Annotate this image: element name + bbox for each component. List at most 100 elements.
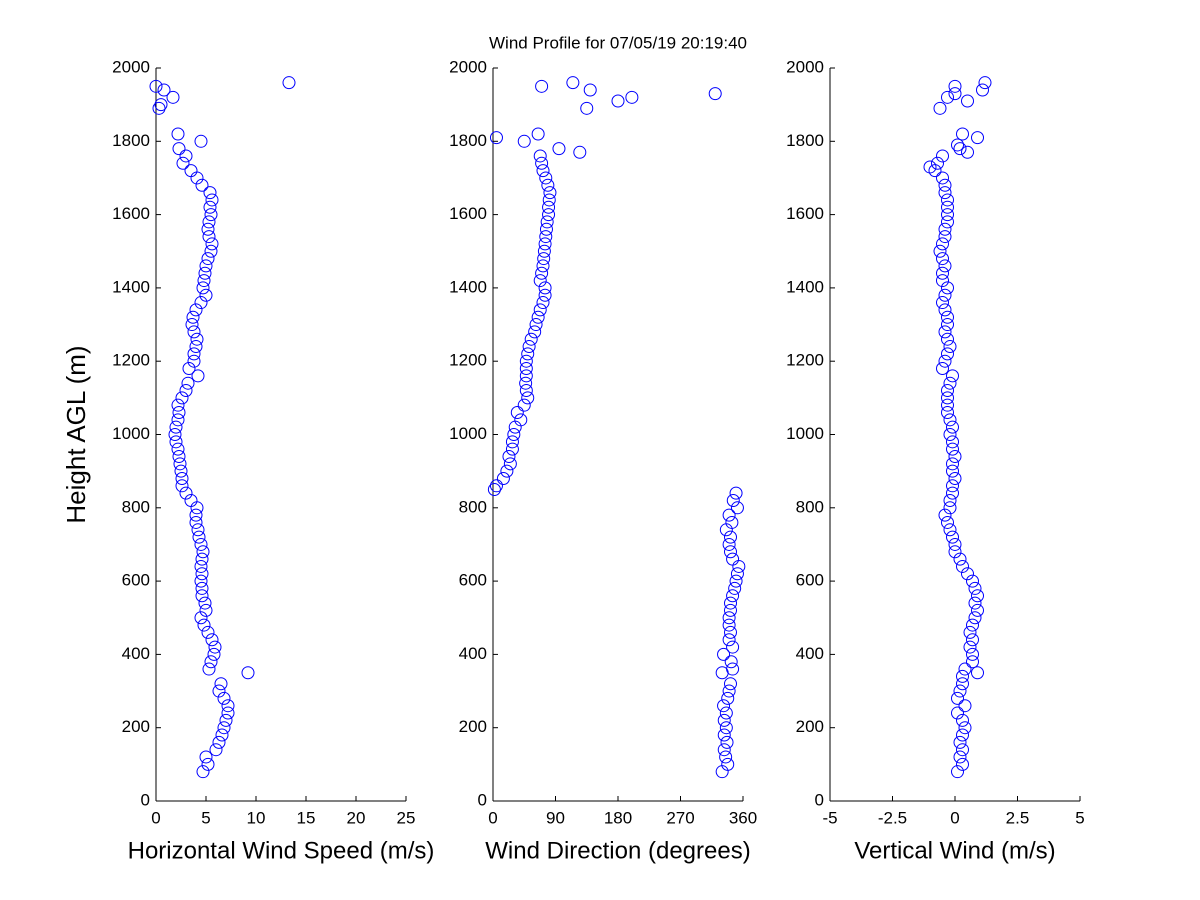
point [730,501,744,515]
point [708,87,722,101]
point [176,156,190,170]
point [538,281,552,295]
y-tick-label: 200 [459,717,487,736]
point [941,318,954,332]
y-tick-label: 1400 [449,277,487,296]
point [181,376,195,390]
point [956,728,969,742]
point [966,574,979,588]
point [956,713,969,727]
point [191,523,205,537]
point [941,332,954,346]
point [179,486,193,500]
y-tick-label: 0 [815,790,824,809]
point [566,76,580,90]
point [533,274,547,288]
point [202,662,216,676]
point [963,625,977,639]
point [529,318,543,332]
point [943,493,957,507]
y-tick-label: 1600 [786,204,824,223]
point [217,721,231,735]
point [199,259,213,273]
point [179,384,193,398]
point [517,134,531,148]
x-tick-label: 5 [201,808,210,827]
point [189,508,203,522]
point [519,376,533,390]
point [209,743,223,757]
point [721,691,735,705]
point [726,662,740,676]
point [724,655,738,669]
point [941,391,954,405]
point [936,252,949,266]
y-axis-label: Height AGL (m) [61,345,91,523]
point [540,215,554,229]
point [726,589,740,603]
point [517,398,531,412]
point [953,735,967,749]
point [966,618,979,632]
point [956,743,969,757]
point [943,376,957,390]
y-tick-label: 400 [796,644,824,663]
point [187,347,201,361]
y-tick-label: 1000 [112,424,150,443]
point [539,171,553,185]
point [217,691,231,705]
point [214,677,228,691]
point [186,310,200,324]
point [963,640,977,654]
point [976,83,989,97]
point [956,127,969,141]
point [519,369,533,383]
x-tick-label: 10 [247,808,266,827]
point [536,164,550,178]
x-tick-label: 360 [729,808,757,827]
x-tick-label: 270 [666,808,694,827]
x-tick-label: 0 [151,808,160,827]
point [946,457,959,471]
y-tick-label: 1000 [786,424,824,443]
point [208,640,222,654]
point [946,530,959,544]
point [221,706,235,720]
point [717,728,731,742]
point [611,94,625,108]
y-tick-label: 1200 [449,351,487,370]
point [726,493,740,507]
point [185,318,199,332]
point [938,354,952,368]
x-tick-label: 2.5 [1006,808,1030,827]
x-tick-label: 90 [546,808,565,827]
point [728,581,742,595]
point [941,281,954,295]
point [953,684,967,698]
point [519,354,533,368]
point [722,611,736,625]
point [968,596,982,610]
point [205,633,219,647]
point [625,90,639,104]
y-tick-label: 1800 [449,131,487,150]
point [205,237,219,251]
point [722,537,736,551]
point [169,435,183,449]
point [725,515,739,529]
point [196,765,210,779]
point [175,471,189,485]
point [542,200,556,214]
point [961,567,974,581]
point [505,435,519,449]
point [533,303,547,317]
x-tick-label: 0 [488,808,497,827]
x-tick-label: 20 [347,808,366,827]
point [199,603,213,617]
point [933,101,947,115]
point [190,332,204,346]
point [175,391,189,405]
point [201,625,215,639]
x-tick-label: 0 [950,808,959,827]
